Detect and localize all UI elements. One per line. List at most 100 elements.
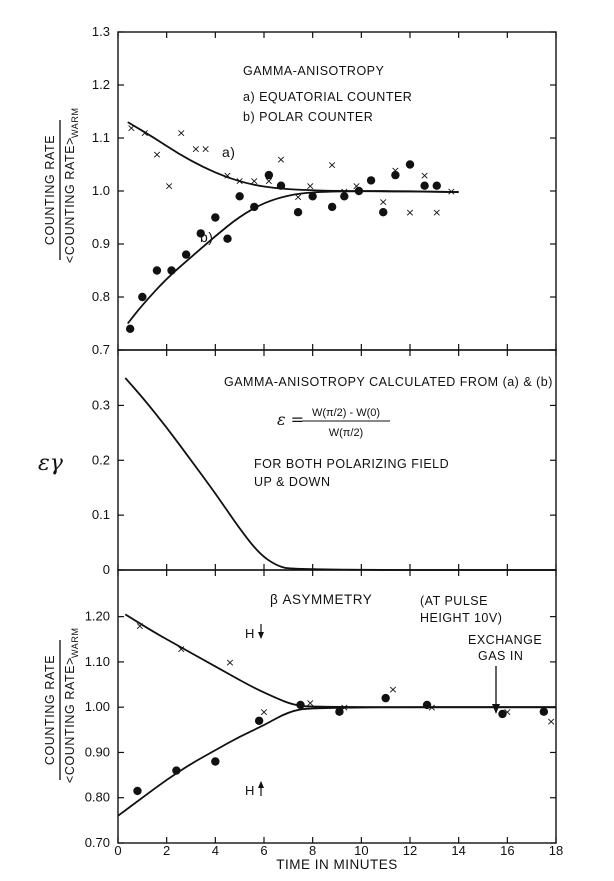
data-point-dot <box>335 707 344 716</box>
data-point-x: × <box>306 697 315 710</box>
data-point-x: × <box>391 164 400 177</box>
data-point-x: × <box>225 656 234 669</box>
x-axis-label: TIME IN MINUTES <box>276 857 398 872</box>
data-point-dot <box>254 716 264 725</box>
data-point-x: × <box>293 190 302 203</box>
y-tick-label: 0.7 <box>92 342 110 357</box>
data-point-dot <box>235 192 244 201</box>
data-point-dot <box>181 250 191 259</box>
exchange-note-2: GAS IN <box>478 649 523 663</box>
data-point-dot <box>432 181 441 190</box>
data-point-x: × <box>432 206 441 219</box>
data-point-dot <box>381 693 390 703</box>
data-point-x: × <box>223 169 232 182</box>
x-tick-label: 10 <box>354 843 368 858</box>
data-point-x: × <box>135 620 144 633</box>
data-point-dot <box>420 181 429 190</box>
data-point-dot <box>196 229 205 238</box>
y-tick-label: 0.80 <box>85 790 110 805</box>
data-point-x: × <box>328 159 337 172</box>
top-ylabel-sub: WARM <box>70 107 80 138</box>
data-point-dot <box>125 324 135 333</box>
data-point-dot <box>133 786 142 796</box>
series-curve <box>127 190 459 325</box>
data-point-dot <box>264 170 274 180</box>
data-point-dot <box>223 234 232 243</box>
x-tick-label: 8 <box>309 843 316 858</box>
data-point-x: × <box>276 153 285 166</box>
bottom-ylabel-upper: COUNTING RATE <box>43 655 57 765</box>
data-point-x: × <box>191 143 200 156</box>
top-legend-a: a) EQUATORIAL COUNTER <box>243 90 412 104</box>
top-title: GAMMA-ANISOTROPY <box>243 64 385 78</box>
x-tick-label: 4 <box>212 843 219 858</box>
y-tick-label: 1.10 <box>85 654 110 669</box>
data-point-x: × <box>306 180 315 193</box>
data-point-x: × <box>405 206 414 219</box>
data-point-x: × <box>503 706 512 719</box>
y-tick-label: 0.9 <box>92 236 110 251</box>
mid-title: GAMMA-ANISOTROPY CALCULATED FROM (a) & (… <box>224 375 553 389</box>
pulse-note-1: (AT PULSE <box>420 594 488 608</box>
x-tick-label: 16 <box>500 843 514 858</box>
data-point-dot <box>391 170 400 180</box>
x-tick-label: 0 <box>114 843 121 858</box>
data-point-dot <box>498 709 507 719</box>
data-point-dot <box>293 208 303 217</box>
pulse-note-2: HEIGHT 10V) <box>420 611 502 625</box>
data-point-x: × <box>547 715 556 728</box>
h-down-label: H <box>245 626 255 641</box>
data-point-x: × <box>201 143 210 156</box>
data-point-dot <box>405 160 415 169</box>
data-point-dot <box>152 266 162 275</box>
h-up-arrow-head <box>258 781 264 788</box>
bottom-ylabel-lower: <COUNTING RATE> <box>63 657 77 783</box>
y-tick-label: 0 <box>103 562 110 577</box>
data-point-x: × <box>420 169 429 182</box>
h-down-arrow-head <box>258 632 264 639</box>
x-tick-label: 12 <box>403 843 417 858</box>
h-up-label: H <box>245 783 255 798</box>
x-tick-label: 6 <box>260 843 267 858</box>
top-ylabel: COUNTING RATE <COUNTING RATE> WARM <box>43 107 80 263</box>
formula-numerator: W(π/2) - W(0) <box>312 407 380 419</box>
y-tick-label: 0.2 <box>92 452 110 467</box>
data-point-dot <box>308 192 317 201</box>
data-point-dot <box>366 176 376 185</box>
data-point-dot <box>138 292 147 302</box>
y-tick-label: 0.90 <box>85 744 110 759</box>
data-point-x: × <box>177 127 186 140</box>
data-point-x: × <box>388 683 397 696</box>
series-curve <box>117 706 556 817</box>
top-legend-b: b) POLAR COUNTER <box>243 110 373 124</box>
bottom-title: β ASYMMETRY <box>270 592 372 607</box>
chart-marks: 0.70.80.91.01.11.21.3× ××××× ×× × × ×××××× ×××… <box>85 24 564 858</box>
data-point-x: × <box>127 121 136 134</box>
data-point-x: × <box>164 180 173 193</box>
y-tick-label: 0.8 <box>92 289 110 304</box>
y-tick-label: 0.70 <box>85 835 110 850</box>
x-tick-label: 2 <box>163 843 170 858</box>
data-point-x: × <box>152 148 161 161</box>
data-point-dot <box>379 208 388 217</box>
y-tick-label: 1.2 <box>92 77 110 92</box>
bottom-ylabel-sub: WARM <box>70 627 80 658</box>
data-point-x: × <box>177 642 186 655</box>
top-ylabel-lower: <COUNTING RATE> <box>63 137 77 263</box>
exchange-note-1: EXCHANGE <box>468 633 542 647</box>
data-point-x: × <box>352 180 361 193</box>
y-tick-label: 1.3 <box>92 24 110 39</box>
formula-lhs: ε = <box>277 410 304 429</box>
data-point-x: × <box>379 196 388 209</box>
x-tick-label: 18 <box>549 843 563 858</box>
bottom-ylabel: COUNTING RATE <COUNTING RATE> WARM <box>43 627 80 783</box>
y-tick-label: 1.1 <box>92 130 110 145</box>
y-tick-label: 1.0 <box>92 183 110 198</box>
data-point-dot <box>539 707 549 716</box>
curve-label-a: a) <box>222 144 235 160</box>
mid-note-2: UP & DOWN <box>254 475 331 489</box>
data-point-dot <box>211 757 220 766</box>
formula-denominator: W(π/2) <box>329 427 363 439</box>
mid-note-1: FOR BOTH POLARIZING FIELD <box>254 457 449 471</box>
